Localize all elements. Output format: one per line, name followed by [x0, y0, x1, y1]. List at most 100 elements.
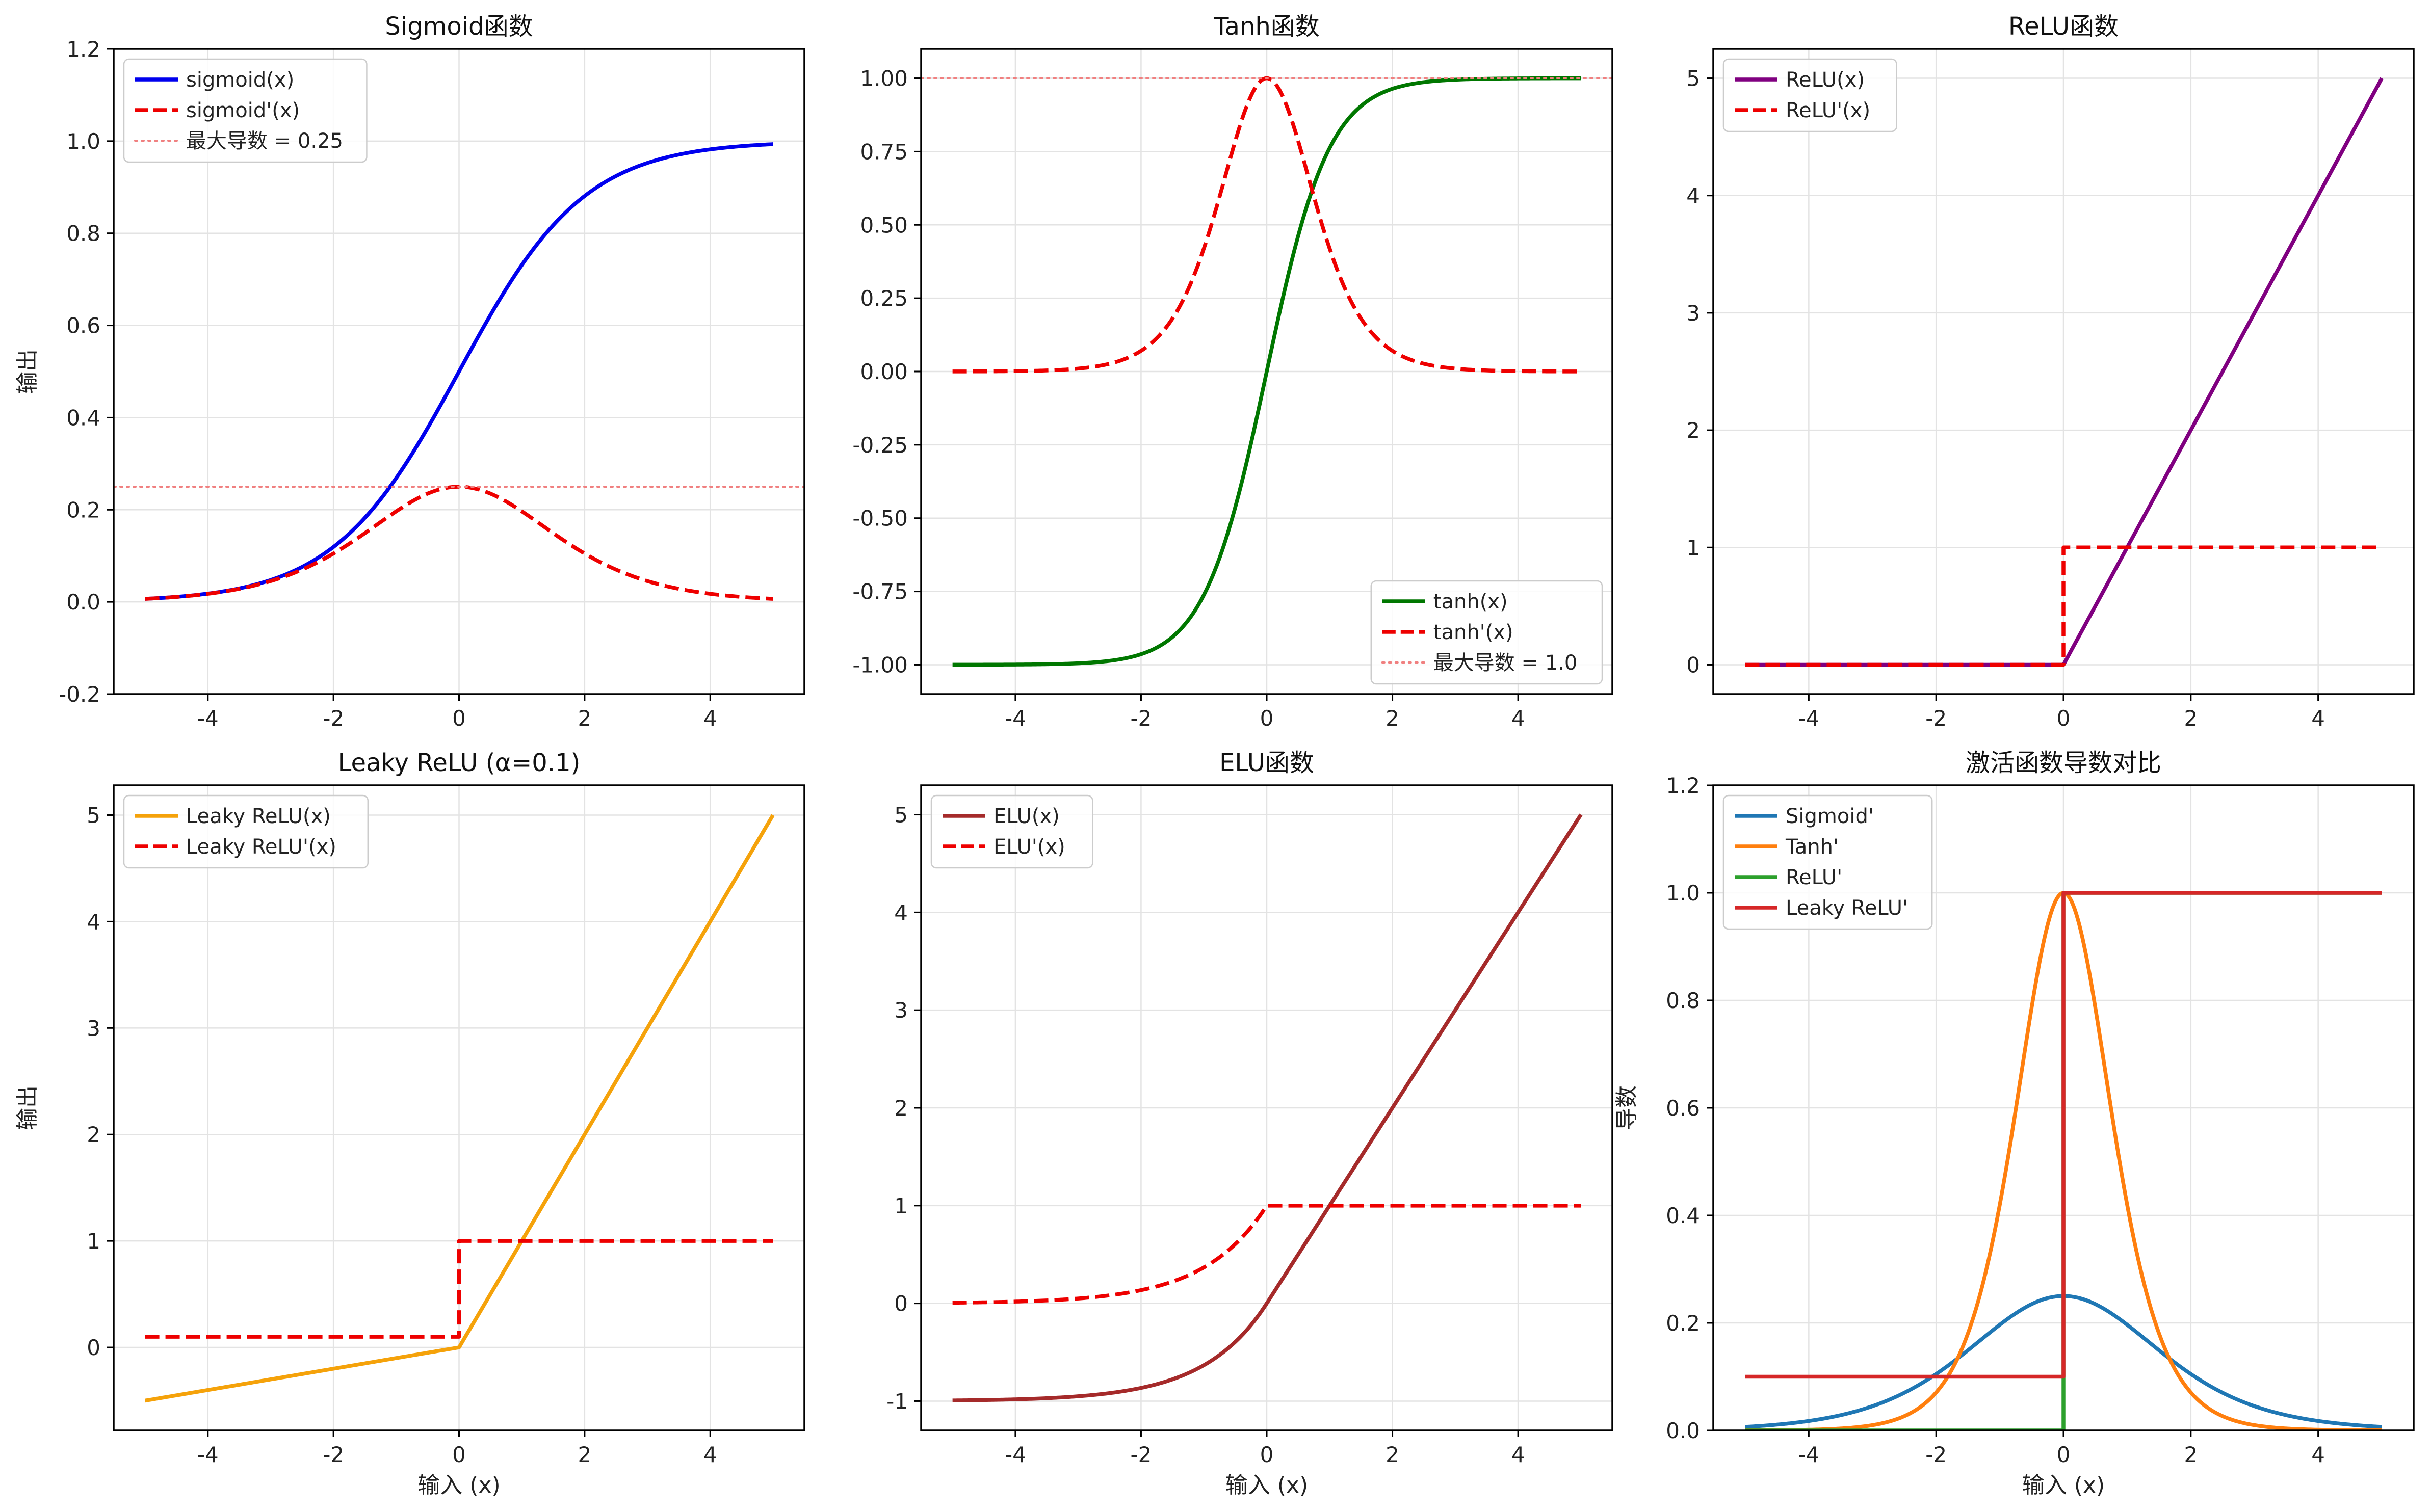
legend-label: 最大导数 = 1.0: [1433, 651, 1578, 675]
y-tick-label: 0.75: [860, 139, 908, 164]
y-tick-label: 1.0: [66, 129, 100, 154]
y-tick-label: -0.75: [852, 579, 908, 604]
chart-title: ReLU函数: [2008, 12, 2119, 41]
y-tick-label: 1.2: [1666, 773, 1700, 798]
x-tick-label: 4: [703, 1442, 717, 1467]
y-tick-label: 0.8: [66, 221, 100, 246]
x-tick-label: 2: [1386, 706, 1399, 731]
y-tick-label: -0.2: [59, 682, 100, 707]
y-tick-label: 5: [894, 803, 908, 828]
y-axis-label: 输出: [14, 1085, 40, 1130]
x-tick-label: -2: [1925, 706, 1947, 731]
legend: Leaky ReLU(x) Leaky ReLU'(x): [123, 794, 369, 869]
x-tick-label: -4: [197, 1442, 219, 1467]
y-tick-label: 4: [87, 909, 100, 934]
y-tick-label: 2: [894, 1096, 908, 1121]
legend-label: ReLU': [1786, 866, 1842, 889]
chart-title: ELU函数: [1219, 749, 1314, 777]
x-tick-label: -2: [1131, 1442, 1152, 1467]
x-tick-label: -2: [1925, 1442, 1947, 1467]
x-tick-label: 0: [2057, 1442, 2071, 1467]
series-line-leaky_relu_deriv: [1745, 891, 2382, 1379]
y-tick-label: 0.00: [860, 359, 908, 384]
y-tick-label: 2: [1686, 418, 1700, 443]
legend: ELU(x) ELU'(x): [930, 794, 1093, 869]
y-tick-label: 3: [87, 1016, 100, 1041]
x-tick-label: 0: [452, 1442, 466, 1467]
y-tick-label: 1.00: [860, 66, 908, 91]
x-axis-label: 输入 (x): [417, 1472, 500, 1498]
y-tick-label: 0.2: [66, 497, 100, 522]
y-tick-label: 3: [894, 998, 908, 1023]
series-line-relu_deriv: [1745, 545, 2382, 667]
legend-label: tanh(x): [1433, 590, 1508, 614]
legend-label: Tanh': [1785, 835, 1839, 859]
y-tick-label: 1: [1686, 535, 1700, 560]
series-line-leaky_relu: [144, 814, 775, 1403]
series-group: [952, 813, 1583, 1402]
legend-label: Leaky ReLU(x): [186, 805, 331, 828]
legend-box: [123, 58, 368, 163]
series-line-elu: [952, 813, 1583, 1402]
series-line-elu_deriv: [952, 1204, 1582, 1305]
series-group: [1744, 891, 2383, 1430]
y-tick-label: 5: [87, 803, 100, 828]
x-tick-label: -4: [1798, 706, 1819, 731]
legend-label: ReLU(x): [1786, 68, 1865, 92]
x-axis-label: 输入 (x): [1225, 1472, 1308, 1498]
legend: Sigmoid' Tanh' ReLU' Leaky ReLU': [1722, 794, 1933, 930]
legend-label: Sigmoid': [1786, 805, 1874, 828]
legend-box: [123, 794, 369, 869]
x-tick-label: 4: [2311, 706, 2325, 731]
legend-label: ReLU'(x): [1786, 99, 1870, 122]
series-group: [1744, 77, 2384, 667]
series-line-leaky_relu_deriv: [145, 1239, 773, 1339]
legend-box: [1722, 58, 1897, 132]
y-tick-label: -1.00: [852, 652, 908, 677]
x-tick-label: -2: [323, 706, 344, 731]
legend: tanh(x) tanh'(x) 最大导数 = 1.0: [1370, 580, 1603, 685]
y-tick-label: 0.6: [1666, 1096, 1700, 1121]
x-tick-label: 4: [1511, 706, 1525, 731]
y-tick-label: 4: [894, 900, 908, 925]
y-axis-label: 输出: [14, 349, 40, 394]
chart-title: Tanh函数: [1213, 12, 1320, 41]
chart-panel-tanh: -4 -2 0 2 4 -1.00 -0.75 -0.50 -0.25 0.00 0.25 0.50 0…: [852, 12, 1613, 731]
y-tick-label: 0: [894, 1291, 908, 1316]
legend-label: sigmoid(x): [186, 68, 294, 92]
y-tick-label: -0.25: [852, 433, 908, 458]
y-tick-label: 0.0: [1666, 1418, 1700, 1443]
x-axis-label: 输入 (x): [2022, 1472, 2105, 1498]
series-group: [921, 76, 1612, 667]
y-tick-label: 1.0: [1666, 881, 1700, 906]
x-tick-label: 2: [578, 1442, 591, 1467]
y-tick-label: 0.0: [66, 590, 100, 615]
y-tick-label: 0.4: [1666, 1203, 1700, 1228]
y-tick-label: 0: [1686, 652, 1700, 677]
x-tick-label: 2: [1386, 1442, 1399, 1467]
y-tick-label: 3: [1686, 301, 1700, 326]
chart-panel-relu: -4 -2 0 2 4 0 1 2 3 4 5 ReLU函数 ReLU(x) ReLU'(x): [1686, 12, 2415, 731]
y-tick-label: -0.50: [852, 506, 908, 531]
y-tick-label: 0.4: [66, 405, 100, 430]
x-tick-label: 2: [2184, 706, 2198, 731]
x-tick-label: -4: [1005, 706, 1026, 731]
series-group: [114, 142, 804, 601]
chart-title: Leaky ReLU (α=0.1): [338, 749, 581, 777]
legend: ReLU(x) ReLU'(x): [1722, 58, 1897, 132]
y-axis-label: 导数: [1614, 1085, 1640, 1130]
x-tick-label: 4: [703, 706, 717, 731]
y-tick-label: 0.6: [66, 313, 100, 338]
x-tick-label: 4: [1511, 1442, 1525, 1467]
legend-label: sigmoid'(x): [186, 99, 300, 122]
x-tick-label: 0: [2057, 706, 2071, 731]
x-tick-label: -4: [1798, 1442, 1819, 1467]
y-tick-label: 0: [87, 1335, 100, 1360]
y-tick-label: 5: [1686, 66, 1700, 91]
legend-box: [930, 794, 1093, 869]
legend-label: 最大导数 = 0.25: [186, 129, 343, 153]
y-tick-label: 0.50: [860, 213, 908, 237]
x-tick-label: 0: [452, 706, 466, 731]
